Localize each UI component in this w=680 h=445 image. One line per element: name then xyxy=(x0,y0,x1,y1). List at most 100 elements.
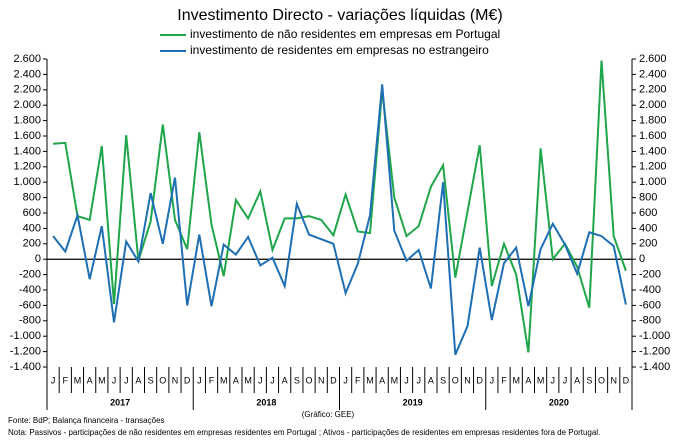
x-tick-label: M xyxy=(244,375,252,385)
y-tick-label: 0 xyxy=(639,253,645,265)
y-tick-label: -200 xyxy=(639,269,661,281)
y-tick-label: -400 xyxy=(639,284,661,296)
x-tick-label: A xyxy=(574,375,580,385)
x-tick-label: N xyxy=(318,375,325,385)
y-tick-label: 2.200 xyxy=(639,84,667,96)
year-label: 2017 xyxy=(110,397,130,407)
x-tick-label: O xyxy=(159,375,166,385)
x-tick-label: D xyxy=(184,375,191,385)
year-label: 2019 xyxy=(403,397,423,407)
x-tick-label: A xyxy=(233,375,239,385)
x-tick-label: F xyxy=(63,375,69,385)
x-tick-label: J xyxy=(197,375,202,385)
y-tick-label: 1.200 xyxy=(639,161,667,173)
x-tick-label: J xyxy=(404,375,409,385)
y-tick-label: 600 xyxy=(639,207,657,219)
x-tick-label: J xyxy=(51,375,56,385)
x-tick-label: M xyxy=(391,375,399,385)
y-tick-label: -800 xyxy=(19,315,41,327)
x-tick-label: D xyxy=(476,375,483,385)
y-tick-label: -600 xyxy=(639,299,661,311)
y-tick-label: -200 xyxy=(19,269,41,281)
x-tick-label: D xyxy=(623,375,630,385)
x-tick-label: F xyxy=(209,375,215,385)
year-label: 2020 xyxy=(549,397,569,407)
y-tick-label: -400 xyxy=(19,284,41,296)
year-label: 2018 xyxy=(256,397,276,407)
x-tick-label: M xyxy=(220,375,228,385)
x-tick-label: M xyxy=(74,375,82,385)
y-tick-label: -1.400 xyxy=(10,361,41,373)
credit: (Gráfico: GEE) xyxy=(302,410,355,419)
y-tick-label: -800 xyxy=(639,315,661,327)
source: Fonte: BdP; Balança financeira - transaç… xyxy=(8,416,165,425)
y-tick-label: 2.400 xyxy=(639,68,667,80)
x-tick-label: J xyxy=(112,375,117,385)
y-tick-label: 200 xyxy=(639,238,657,250)
note: Nota: Passivos - participações de não re… xyxy=(8,428,600,437)
x-tick-label: M xyxy=(98,375,106,385)
legend-label: investimento de não residentes em empres… xyxy=(190,27,500,41)
y-tick-label: -1.400 xyxy=(639,361,670,373)
x-tick-label: S xyxy=(440,375,446,385)
x-tick-label: J xyxy=(258,375,263,385)
x-tick-label: O xyxy=(306,375,313,385)
x-tick-label: J xyxy=(490,375,495,385)
y-tick-label: 2.600 xyxy=(13,53,41,65)
y-tick-label: 800 xyxy=(23,192,41,204)
x-tick-label: D xyxy=(330,375,337,385)
y-tick-label: 1.000 xyxy=(639,176,667,188)
y-tick-label: 1.400 xyxy=(13,145,41,157)
x-tick-label: M xyxy=(512,375,520,385)
y-tick-label: -1.200 xyxy=(639,346,670,358)
y-tick-label: 1.800 xyxy=(639,115,667,127)
x-tick-label: N xyxy=(464,375,471,385)
x-tick-label: A xyxy=(87,375,93,385)
x-tick-label: J xyxy=(563,375,568,385)
x-tick-label: A xyxy=(525,375,531,385)
y-tick-label: 1.400 xyxy=(639,145,667,157)
y-tick-label: 2.600 xyxy=(639,53,667,65)
y-tick-label: 800 xyxy=(639,192,657,204)
y-tick-label: 200 xyxy=(23,238,41,250)
y-tick-label: 1.600 xyxy=(13,130,41,142)
y-tick-label: -1.000 xyxy=(10,330,41,342)
x-tick-label: J xyxy=(416,375,421,385)
y-tick-label: -600 xyxy=(19,299,41,311)
x-tick-label: N xyxy=(172,375,179,385)
x-tick-label: F xyxy=(501,375,507,385)
x-tick-label: A xyxy=(379,375,385,385)
x-tick-label: J xyxy=(343,375,348,385)
x-tick-label: S xyxy=(294,375,300,385)
y-tick-label: 600 xyxy=(23,207,41,219)
chart-title: Investimento Directo - variações líquida… xyxy=(177,7,502,24)
x-tick-label: J xyxy=(124,375,129,385)
series-line xyxy=(52,84,627,356)
x-tick-label: J xyxy=(551,375,556,385)
x-tick-label: S xyxy=(586,375,592,385)
legend-label: investimento de residentes em empresas n… xyxy=(190,43,489,57)
x-tick-label: N xyxy=(610,375,617,385)
y-tick-label: 1.000 xyxy=(13,176,41,188)
y-tick-label: 1.600 xyxy=(639,130,667,142)
y-tick-label: 400 xyxy=(23,222,41,234)
y-tick-label: 2.000 xyxy=(13,99,41,111)
y-tick-label: 1.200 xyxy=(13,161,41,173)
x-tick-label: F xyxy=(355,375,361,385)
x-tick-label: A xyxy=(428,375,434,385)
y-tick-label: 2.400 xyxy=(13,68,41,80)
x-tick-label: A xyxy=(135,375,141,385)
y-tick-label: 2.200 xyxy=(13,84,41,96)
x-tick-label: S xyxy=(148,375,154,385)
x-tick-label: O xyxy=(598,375,605,385)
x-tick-label: J xyxy=(270,375,275,385)
y-tick-label: -1.200 xyxy=(10,346,41,358)
y-tick-label: 1.800 xyxy=(13,115,41,127)
x-tick-label: O xyxy=(452,375,459,385)
y-tick-label: 0 xyxy=(35,253,41,265)
y-tick-label: 2.000 xyxy=(639,99,667,111)
y-tick-label: -1.000 xyxy=(639,330,670,342)
x-tick-label: M xyxy=(366,375,374,385)
x-tick-label: A xyxy=(282,375,288,385)
